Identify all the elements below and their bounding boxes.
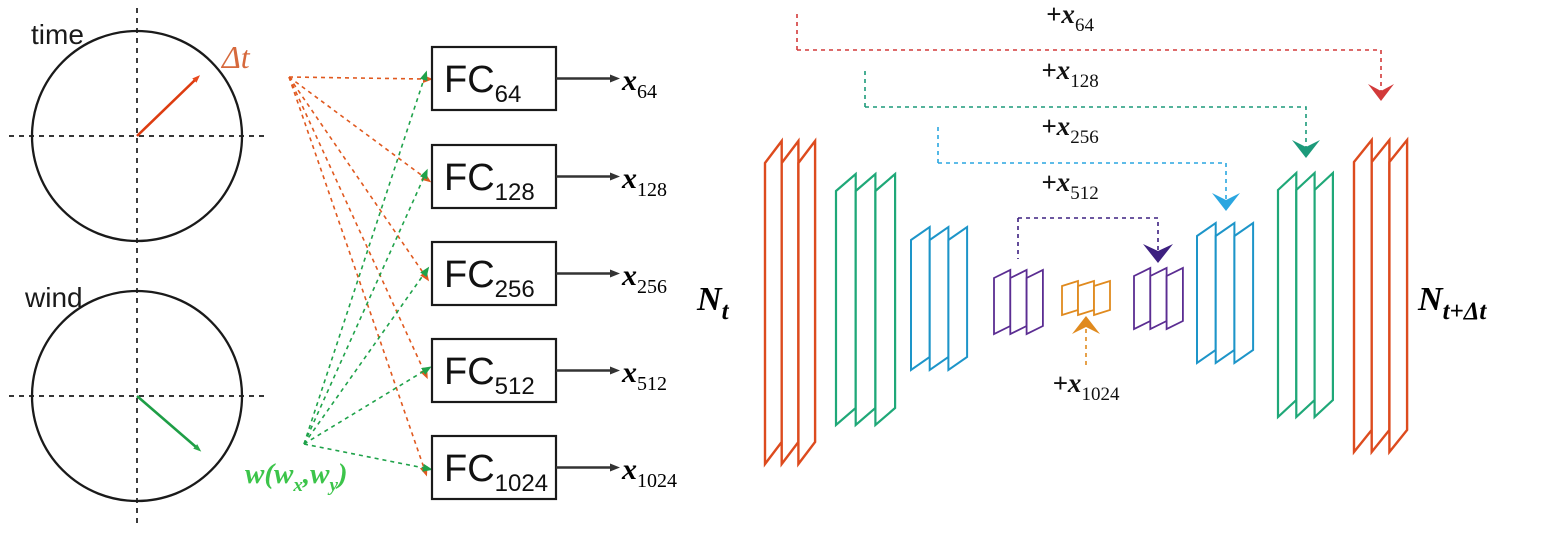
svg-text:Nt: Nt (696, 281, 730, 325)
svg-text:w(wx,wy): w(wx,wy) (245, 458, 348, 496)
svg-text:x256: x256 (621, 259, 667, 298)
svg-text:+x128: +x128 (1041, 55, 1098, 92)
svg-text:+x512: +x512 (1041, 167, 1098, 204)
svg-text:+x256: +x256 (1041, 111, 1098, 148)
svg-text:time: time (31, 19, 84, 50)
svg-text:x128: x128 (621, 162, 667, 201)
svg-text:+x1024: +x1024 (1053, 368, 1120, 405)
svg-text:x1024: x1024 (621, 453, 677, 492)
svg-text:Δt: Δt (220, 39, 251, 75)
svg-text:wind: wind (24, 282, 83, 313)
svg-text:x64: x64 (621, 64, 657, 103)
svg-text:x512: x512 (621, 356, 667, 395)
svg-text:+x64: +x64 (1046, 0, 1094, 36)
svg-text:Nt+Δt: Nt+Δt (1417, 281, 1487, 325)
